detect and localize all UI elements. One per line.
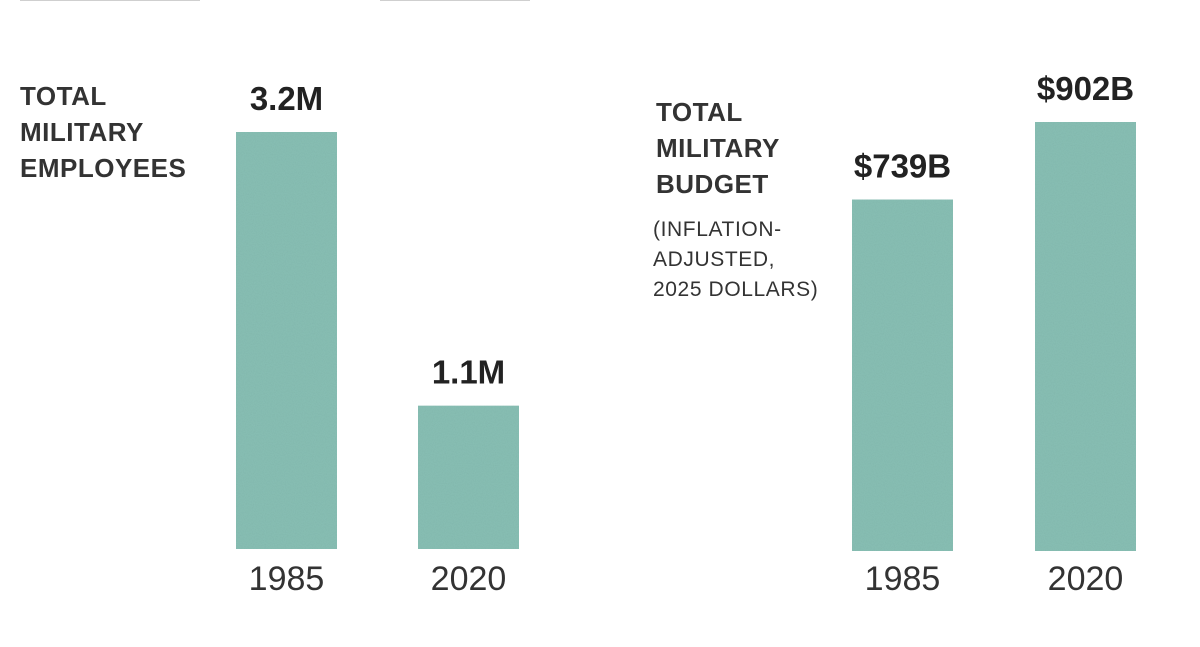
budget-bar-2020 [1035,122,1136,551]
employees-value-label-2020: 1.1M [432,354,505,391]
cropped-text-line [380,0,530,1]
budget-tick-label-1985: 1985 [865,560,941,598]
subtitle-line: ADJUSTED, [653,248,776,271]
budget-value-label-2020: $902B [1037,70,1134,107]
subtitle-line: 2025 DOLLARS) [653,278,819,301]
title-line: MILITARY [656,133,780,163]
budget-value-label-1985: $739B [854,148,951,185]
subtitle-line: (INFLATION- [653,218,782,241]
budget-bar-1985 [852,199,953,551]
title-line: BUDGET [656,169,769,199]
cropped-text-line [20,0,200,1]
budget-tick-label-2020: 2020 [1048,560,1124,598]
title-line: TOTAL [656,97,743,127]
budget-chart-title: TOTAL MILITARY BUDGET [656,94,780,202]
employees-bar-2020 [418,405,519,549]
employees-chart-title: TOTAL MILITARY EMPLOYEES [20,78,186,186]
title-line: TOTAL [20,81,107,111]
title-line: MILITARY [20,117,144,147]
employees-tick-label-2020: 2020 [431,560,507,598]
employees-tick-label-1985: 1985 [249,560,325,598]
title-line: EMPLOYEES [20,153,187,183]
employees-value-label-1985: 3.2M [250,80,323,117]
budget-chart-subtitle: (INFLATION- ADJUSTED, 2025 DOLLARS) [653,215,818,305]
employees-bar-1985 [236,132,337,549]
